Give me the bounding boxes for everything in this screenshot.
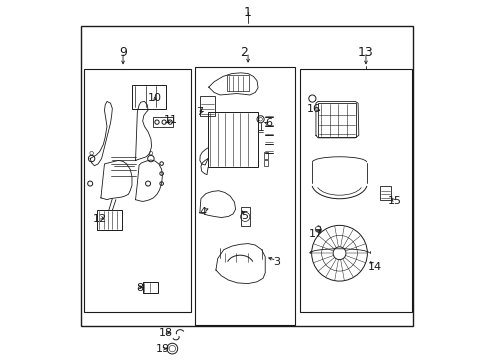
Text: 19: 19: [156, 343, 170, 354]
Text: 14: 14: [367, 262, 381, 272]
Text: 4: 4: [200, 207, 206, 217]
Text: 13: 13: [357, 46, 373, 59]
Text: 12: 12: [93, 214, 107, 224]
Text: 1: 1: [244, 6, 251, 19]
Bar: [380, 186, 390, 200]
Bar: [195, 67, 295, 325]
Bar: [200, 96, 214, 116]
Bar: [153, 117, 173, 127]
Bar: [241, 207, 249, 226]
Text: 3: 3: [273, 257, 280, 267]
Text: 11: 11: [164, 115, 178, 125]
Text: 10: 10: [148, 93, 162, 103]
Text: 8: 8: [136, 283, 143, 293]
Bar: [207, 112, 258, 167]
Bar: [142, 282, 157, 293]
Text: 7: 7: [196, 107, 203, 117]
Text: 15: 15: [387, 197, 401, 206]
Bar: [264, 152, 267, 158]
Text: 9: 9: [119, 46, 127, 59]
Bar: [264, 160, 267, 166]
Bar: [317, 103, 355, 137]
Text: 2: 2: [240, 46, 248, 59]
Bar: [132, 85, 165, 109]
Bar: [81, 26, 412, 327]
Text: 16: 16: [306, 104, 321, 113]
Bar: [299, 69, 411, 312]
Bar: [227, 75, 248, 91]
Bar: [83, 69, 190, 312]
Text: 18: 18: [159, 328, 173, 338]
Bar: [97, 210, 122, 230]
Text: 6: 6: [265, 118, 272, 128]
Text: 5: 5: [241, 211, 247, 221]
Text: 17: 17: [308, 229, 323, 239]
